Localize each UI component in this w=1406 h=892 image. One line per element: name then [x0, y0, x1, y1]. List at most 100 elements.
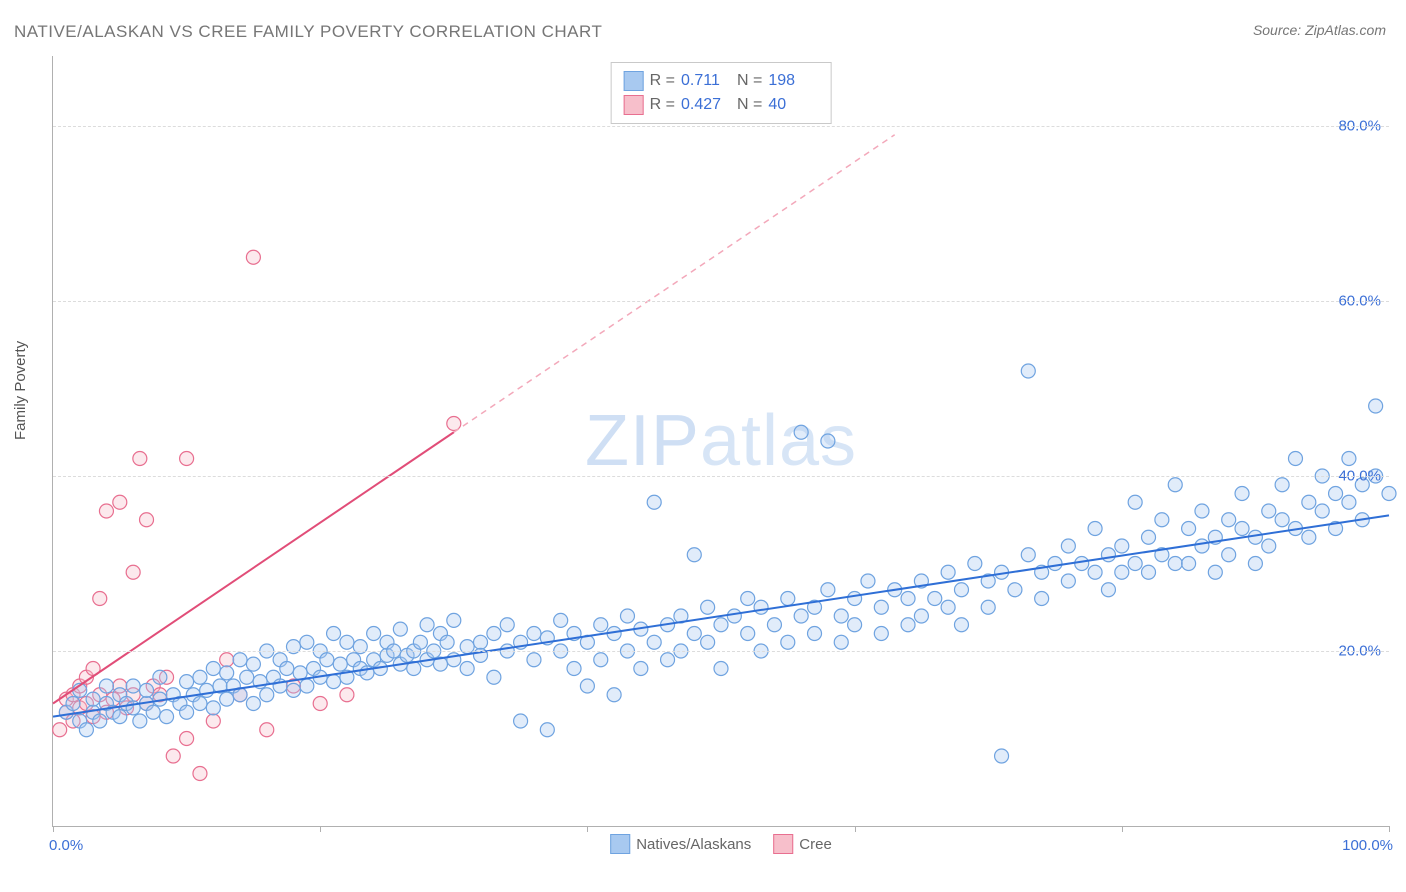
data-point [1088, 522, 1102, 536]
data-point [701, 635, 715, 649]
data-point [440, 635, 454, 649]
data-point [741, 592, 755, 606]
data-point [1182, 557, 1196, 571]
legend-item-cree: Cree [773, 834, 832, 854]
data-point [1275, 513, 1289, 527]
data-point [300, 679, 314, 693]
regression-natives [53, 515, 1389, 716]
legend-swatch-natives [610, 834, 630, 854]
gridline [53, 651, 1389, 652]
data-point [701, 600, 715, 614]
data-point [1195, 504, 1209, 518]
data-point [313, 697, 327, 711]
data-point [333, 657, 347, 671]
data-point [1128, 495, 1142, 509]
data-point [594, 618, 608, 632]
data-point [1168, 478, 1182, 492]
data-point [647, 635, 661, 649]
data-point [193, 697, 207, 711]
swatch-cree [624, 95, 644, 115]
data-point [567, 662, 581, 676]
data-point [200, 683, 214, 697]
data-point [1208, 565, 1222, 579]
data-point [1035, 592, 1049, 606]
data-point [968, 557, 982, 571]
data-point [527, 653, 541, 667]
data-point [340, 688, 354, 702]
legend-label-cree: Cree [799, 836, 832, 853]
data-point [1329, 487, 1343, 501]
x-tick [320, 826, 321, 832]
legend-label-natives: Natives/Alaskans [636, 836, 751, 853]
data-point [327, 627, 341, 641]
data-point [367, 627, 381, 641]
data-point [1115, 539, 1129, 553]
data-point [260, 688, 274, 702]
data-point [540, 723, 554, 737]
data-point [133, 714, 147, 728]
data-point [794, 609, 808, 623]
data-point [901, 618, 915, 632]
data-point [781, 592, 795, 606]
data-point [928, 592, 942, 606]
data-point [300, 635, 314, 649]
data-point [1248, 557, 1262, 571]
data-point [220, 692, 234, 706]
n-value-natives: 198 [768, 69, 818, 93]
data-point [647, 495, 661, 509]
data-point [1315, 504, 1329, 518]
data-point [460, 662, 474, 676]
data-point [1155, 513, 1169, 527]
data-point [393, 622, 407, 636]
data-point [99, 504, 113, 518]
data-point [66, 697, 80, 711]
data-point [1195, 539, 1209, 553]
data-point [1342, 452, 1356, 466]
x-tick [587, 826, 588, 832]
data-point [741, 627, 755, 641]
data-point [781, 635, 795, 649]
data-point [620, 609, 634, 623]
data-point [260, 723, 274, 737]
gridline [53, 301, 1389, 302]
data-point [1075, 557, 1089, 571]
data-point [607, 688, 621, 702]
data-point [280, 662, 294, 676]
data-point [340, 635, 354, 649]
data-point [1288, 452, 1302, 466]
data-point [474, 635, 488, 649]
data-point [420, 618, 434, 632]
data-point [1382, 487, 1396, 501]
data-point [1262, 504, 1276, 518]
data-point [126, 565, 140, 579]
data-point [113, 710, 127, 724]
x-tick-label: 100.0% [1342, 837, 1393, 854]
data-point [220, 666, 234, 680]
data-point [874, 600, 888, 614]
r-label: R = [650, 93, 675, 117]
data-point [1021, 364, 1035, 378]
data-point [834, 609, 848, 623]
data-point [954, 618, 968, 632]
legend-item-natives: Natives/Alaskans [610, 834, 751, 854]
data-point [714, 618, 728, 632]
x-tick [53, 826, 54, 832]
data-point [1168, 557, 1182, 571]
data-point [166, 749, 180, 763]
n-label: N = [737, 69, 762, 93]
data-point [554, 613, 568, 627]
data-point [754, 600, 768, 614]
legend-swatch-cree [773, 834, 793, 854]
data-point [594, 653, 608, 667]
data-point [1128, 557, 1142, 571]
source-attribution: Source: ZipAtlas.com [1253, 22, 1386, 38]
data-point [1235, 487, 1249, 501]
data-point [140, 513, 154, 527]
data-point [1142, 530, 1156, 544]
stats-legend-box: R = 0.711 N = 198 R = 0.427 N = 40 [611, 62, 832, 124]
data-point [848, 592, 862, 606]
data-point [126, 679, 140, 693]
data-point [180, 452, 194, 466]
data-point [1115, 565, 1129, 579]
data-point [941, 565, 955, 579]
